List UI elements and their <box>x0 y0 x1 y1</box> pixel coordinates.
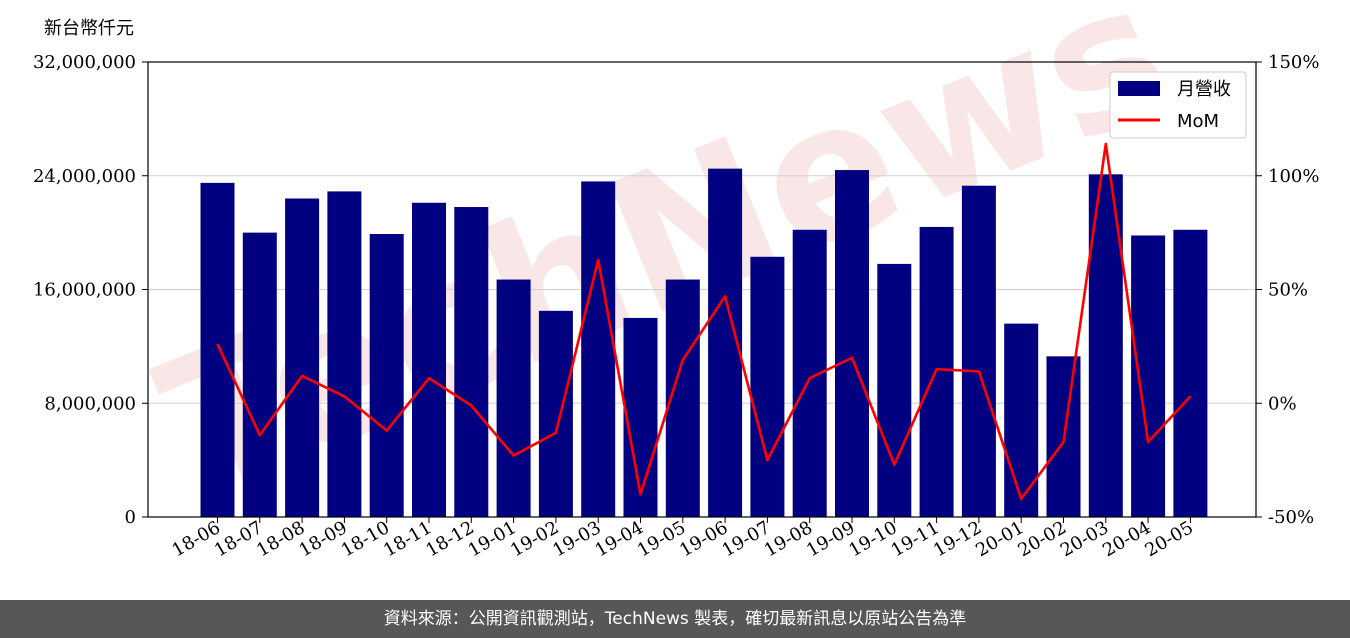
bar <box>412 202 446 517</box>
bar <box>835 170 869 517</box>
y2-tick-label: 0% <box>1268 393 1297 414</box>
bar <box>454 207 489 517</box>
y2-tick-label: 100% <box>1268 166 1319 187</box>
footer-source-note: 資料來源：公開資訊觀測站，TechNews 製表，確切最新訊息以原站公告為準 <box>0 600 1350 638</box>
y2-axis-ticks: -50% 0% 50% 100% 150% <box>1256 52 1319 528</box>
bar <box>961 185 996 517</box>
x-tick-label: 20-05 <box>1141 517 1196 561</box>
bar <box>623 317 658 517</box>
legend: 月營收 MoM <box>1109 71 1247 139</box>
y-tick-label: 24,000,000 <box>33 166 136 187</box>
y-tick-label: 0 <box>125 507 136 528</box>
bar <box>200 182 235 517</box>
y2-tick-label: 150% <box>1268 52 1319 73</box>
bar <box>496 279 531 517</box>
y-axis-title: 新台幣仟元 <box>44 18 134 39</box>
bar <box>750 256 785 517</box>
bar <box>1173 229 1208 517</box>
legend-bar-label: 月營收 <box>1177 79 1231 100</box>
bar <box>1131 235 1166 517</box>
bar <box>581 181 616 517</box>
y-tick-label: 8,000,000 <box>44 393 136 414</box>
y2-tick-label: -50% <box>1268 507 1314 528</box>
bar <box>285 198 320 517</box>
legend-line-label: MoM <box>1177 111 1219 132</box>
bar <box>538 310 573 517</box>
bar <box>1004 323 1039 517</box>
legend-bar-swatch <box>1118 81 1160 96</box>
bar <box>877 263 912 517</box>
revenue-chart: TechNews 08,000,00016,000,00024,000,0003… <box>33 0 1320 561</box>
bar <box>242 232 277 517</box>
y-tick-label: 32,000,000 <box>33 52 136 73</box>
y-axis-ticks: 0 8,000,000 16,000,000 24,000,000 32,000,000 <box>33 52 148 528</box>
mom-line-series <box>216 142 1192 501</box>
y-tick-label: 16,000,000 <box>33 280 136 301</box>
bar <box>369 234 404 517</box>
bar <box>327 191 362 517</box>
y2-tick-label: 50% <box>1268 280 1308 301</box>
mom-line <box>216 142 1192 501</box>
x-axis-ticks: 18-0618-0718-0818-0918-1018-1118-1219-01… <box>169 517 1197 561</box>
